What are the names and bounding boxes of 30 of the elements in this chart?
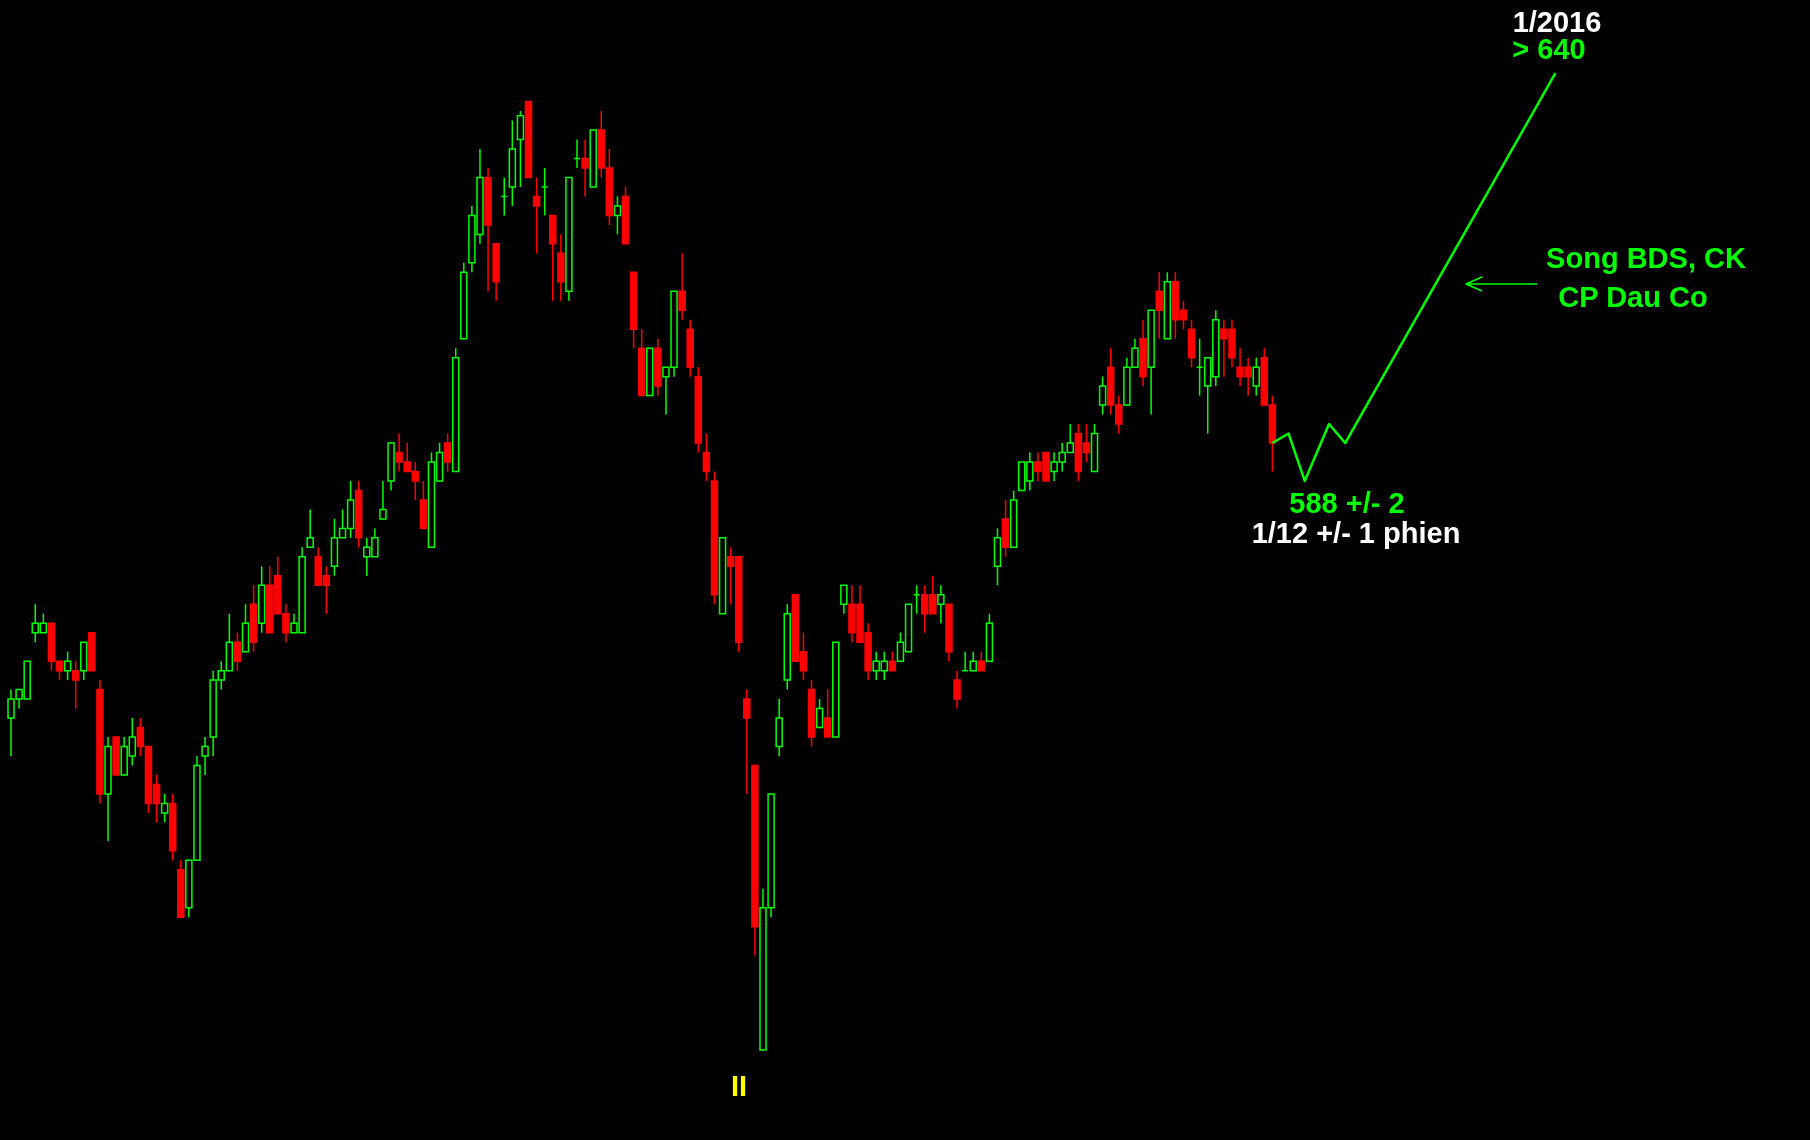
candlestick [160,793,169,824]
candlestick [888,650,897,672]
candlestick [1098,375,1107,416]
candlestick [63,650,72,681]
annotation: Song BDS, CK [1546,242,1746,274]
candlestick [71,660,80,710]
candlestick [953,669,961,710]
candlestick [977,650,986,672]
annotation: 1/12 +/- 1 phien [1251,517,1461,549]
candlestick [1155,271,1163,340]
candlestick [743,688,751,795]
candlestick [815,698,824,729]
candlestick [443,432,452,473]
text: II [730,1070,748,1102]
candlestick [702,432,711,482]
candlestick [840,584,848,615]
candlestick [306,508,314,549]
candlestick [823,688,832,738]
candlestick [937,584,945,624]
candlestick [1252,356,1260,397]
candlestick [581,138,589,198]
annotation: CP Dau Co [1558,281,1708,313]
annotation: 588 +/- 2 [1289,487,1405,519]
candlestick [516,110,525,188]
candlestick [532,176,541,255]
candlestick [678,252,686,321]
candlestick [613,195,622,236]
candlestick [201,736,209,776]
candlestick [233,631,242,672]
candlestick [379,480,387,520]
